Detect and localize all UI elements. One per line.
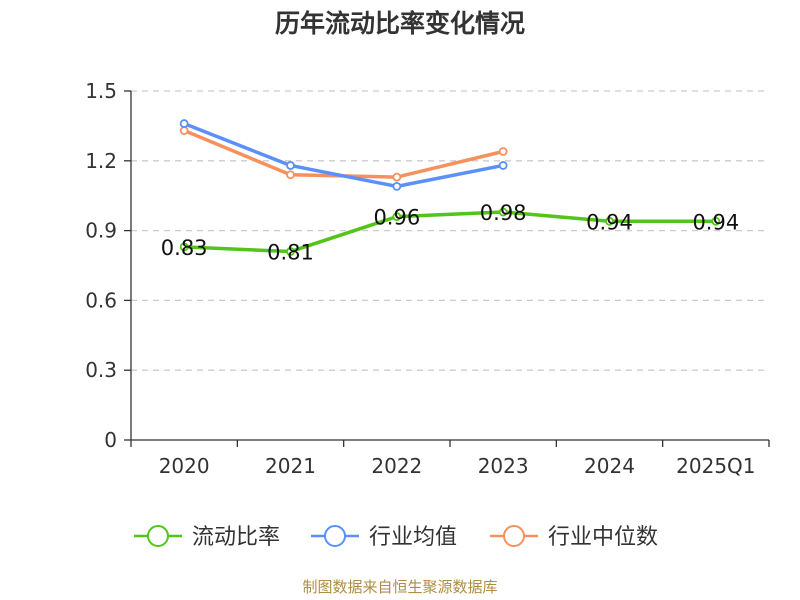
y-tick-label: 0.6	[85, 288, 117, 312]
series-0-point	[498, 207, 508, 217]
x-tick-label: 2025Q1	[676, 454, 755, 478]
series-2-point	[392, 172, 402, 182]
y-tick-label: 1.5	[85, 79, 117, 103]
legend-swatch-marker	[147, 525, 169, 547]
series-0-point	[392, 212, 402, 222]
data-label: 0.98	[480, 201, 527, 225]
series-0-point	[711, 216, 721, 226]
series-0-point	[286, 247, 295, 256]
grid-lines	[131, 90, 769, 371]
legend: 流动比率 行业均值 行业中位数	[134, 525, 658, 550]
series-2-point	[286, 170, 295, 180]
y-tick-label: 0.9	[85, 219, 117, 243]
legend-swatch-marker	[503, 525, 525, 547]
legend-label: 行业均值	[369, 525, 457, 550]
data-label: 0.96	[373, 206, 420, 230]
series-0-point	[605, 216, 614, 226]
series-lines	[179, 119, 721, 256]
x-tick-label: 2024	[584, 454, 635, 478]
series-1-point	[179, 119, 189, 128]
series-1-point	[286, 161, 295, 170]
series-0-point	[179, 242, 189, 252]
x-tick-label: 2021	[265, 454, 316, 478]
legend-label: 流动比率	[192, 525, 280, 550]
x-tick-label: 2020	[159, 454, 210, 478]
series-2-line	[182, 128, 505, 179]
y-tick-label: 0	[104, 428, 117, 452]
data-labels: 0.83 0.81 0.96 0.98 0.94 0.94	[161, 201, 739, 265]
series-0-line	[182, 210, 718, 254]
series-2-point	[498, 147, 508, 156]
x-tick-label: 2023	[478, 454, 529, 478]
y-tick-label: 0.3	[85, 358, 117, 382]
data-label: 0.94	[586, 210, 633, 234]
x-tick-label: 2022	[371, 454, 422, 478]
data-label: 0.81	[267, 241, 314, 265]
data-label: 0.94	[692, 210, 739, 234]
legend-swatch-marker	[324, 525, 346, 547]
y-tick-label: 1.2	[85, 149, 117, 173]
source-note: 制图数据来自恒生聚源数据库	[302, 578, 498, 596]
chart-title: 历年流动比率变化情况	[274, 9, 525, 38]
series-1-point	[392, 181, 402, 191]
series-1-line	[182, 121, 505, 189]
data-label: 0.83	[161, 236, 208, 260]
legend-label: 行业中位数	[548, 525, 658, 550]
axes: 0 0.3 0.6 0.9 1.2 1.5 2020 2021 2022 2023 2024 2025…	[85, 79, 770, 478]
series-1-point	[498, 161, 508, 170]
series-2-point	[179, 126, 189, 135]
